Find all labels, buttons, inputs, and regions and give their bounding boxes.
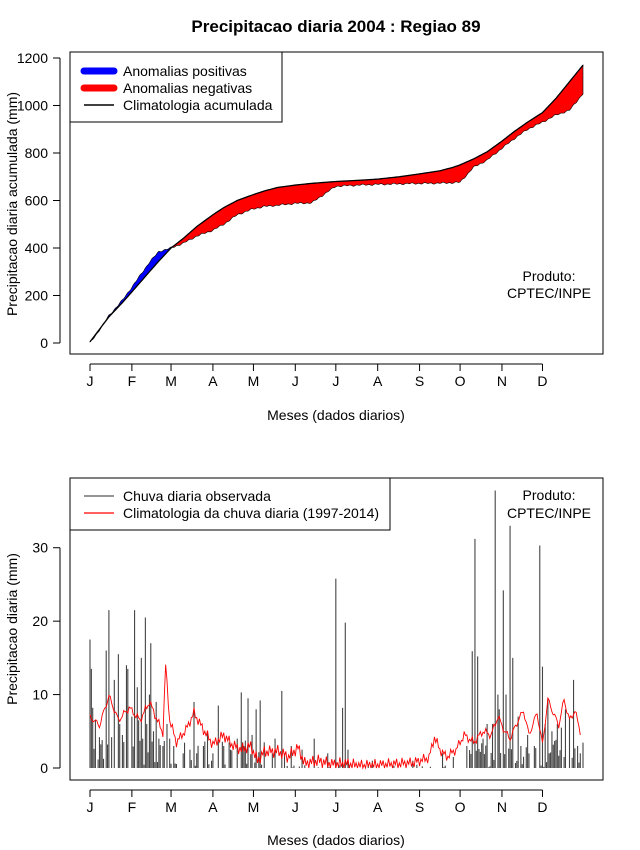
top-x-axis-label: Meses (dados diarios)	[267, 407, 405, 423]
bottom-x-tick-label: M	[165, 799, 177, 815]
top-x-tick-label: M	[165, 373, 177, 389]
bottom-x-axis-label: Meses (dados diarios)	[267, 832, 405, 848]
bottom-y-tick-label: 10	[32, 687, 48, 703]
bottom-series-layer	[89, 490, 584, 770]
top-x-tick-label: M	[248, 373, 260, 389]
top-x-tick-label: A	[373, 373, 383, 389]
legend-entry-observed: Chuva diaria observada	[123, 488, 271, 504]
legend-entry-climatology: Climatologia acumulada	[123, 97, 273, 113]
bottom-x-tick-label: M	[248, 799, 260, 815]
top-y-tick-label: 600	[25, 193, 49, 209]
bottom-x-tick-label: F	[128, 799, 137, 815]
top-y-axis-label: Precipitacao diaria acumulada (mm)	[4, 92, 20, 316]
top-x-tick-label: J	[332, 373, 339, 389]
bottom-legend-box	[69, 477, 391, 531]
legend-entry-negative: Anomalias negativas	[123, 80, 252, 96]
top-y-tick-label: 400	[25, 240, 49, 256]
top-legend: Anomalias positivas Anomalias negativas …	[69, 51, 283, 123]
bottom-credit-line-1: Produto:	[523, 487, 576, 503]
top-plot-box	[69, 51, 604, 355]
bottom-panel: 0 10 20 30 J F M A M J J A S O N D Precipitacao diaria…	[4, 477, 604, 848]
top-panel: 0 200 400 600 800 1000 1200 J F M A M J J A S O N D Preci…	[4, 50, 604, 423]
top-y-tick-label: 1200	[17, 50, 48, 66]
bottom-credit-line-2: CPTEC/INPE	[507, 505, 591, 521]
top-x-tick-label: A	[208, 373, 218, 389]
top-x-tick-label: J	[87, 373, 94, 389]
climatology-cumulative-line	[89, 64, 584, 343]
bottom-x-tick-label: O	[455, 799, 466, 815]
top-credit-line-2: CPTEC/INPE	[507, 285, 591, 301]
top-x-tick-label: N	[497, 373, 507, 389]
top-credit-line-1: Produto:	[523, 268, 576, 284]
bottom-x-tick-label: J	[292, 799, 299, 815]
top-y-tick-label: 1000	[17, 98, 48, 114]
bottom-legend: Chuva diaria observada Climatologia da c…	[69, 477, 391, 531]
top-y-axis: 0 200 400 600 800 1000 1200	[17, 50, 61, 351]
figure-title: Precipitacao diaria 2004 : Regiao 89	[191, 17, 480, 36]
legend-entry-climatology-daily: Climatologia da chuva diaria (1997-2014)	[123, 505, 379, 521]
top-y-tick-label: 800	[25, 145, 49, 161]
bottom-x-tick-label: A	[373, 799, 383, 815]
top-x-tick-label: O	[455, 373, 466, 389]
bottom-x-tick-label: J	[332, 799, 339, 815]
bottom-y-tick-label: 20	[32, 613, 48, 629]
bottom-y-tick-label: 0	[40, 760, 48, 776]
top-y-tick-label: 0	[40, 335, 48, 351]
bottom-y-tick-label: 30	[32, 540, 48, 556]
bottom-x-tick-label: S	[415, 799, 424, 815]
bottom-x-tick-label: A	[208, 799, 218, 815]
top-x-tick-label: D	[537, 373, 547, 389]
top-x-tick-label: J	[292, 373, 299, 389]
top-x-tick-label: S	[415, 373, 424, 389]
top-y-tick-label: 200	[25, 288, 49, 304]
legend-entry-positive: Anomalias positivas	[123, 63, 247, 79]
bottom-x-tick-label: N	[497, 799, 507, 815]
climatology-daily-line	[89, 664, 581, 770]
top-series-layer	[89, 64, 584, 343]
top-x-tick-label: F	[128, 373, 137, 389]
bottom-x-tick-label: D	[537, 799, 547, 815]
bottom-x-tick-label: J	[87, 799, 94, 815]
bottom-y-axis: 0 10 20 30	[32, 540, 61, 776]
bottom-y-axis-label: Precipitacao diaria (mm)	[4, 553, 20, 705]
